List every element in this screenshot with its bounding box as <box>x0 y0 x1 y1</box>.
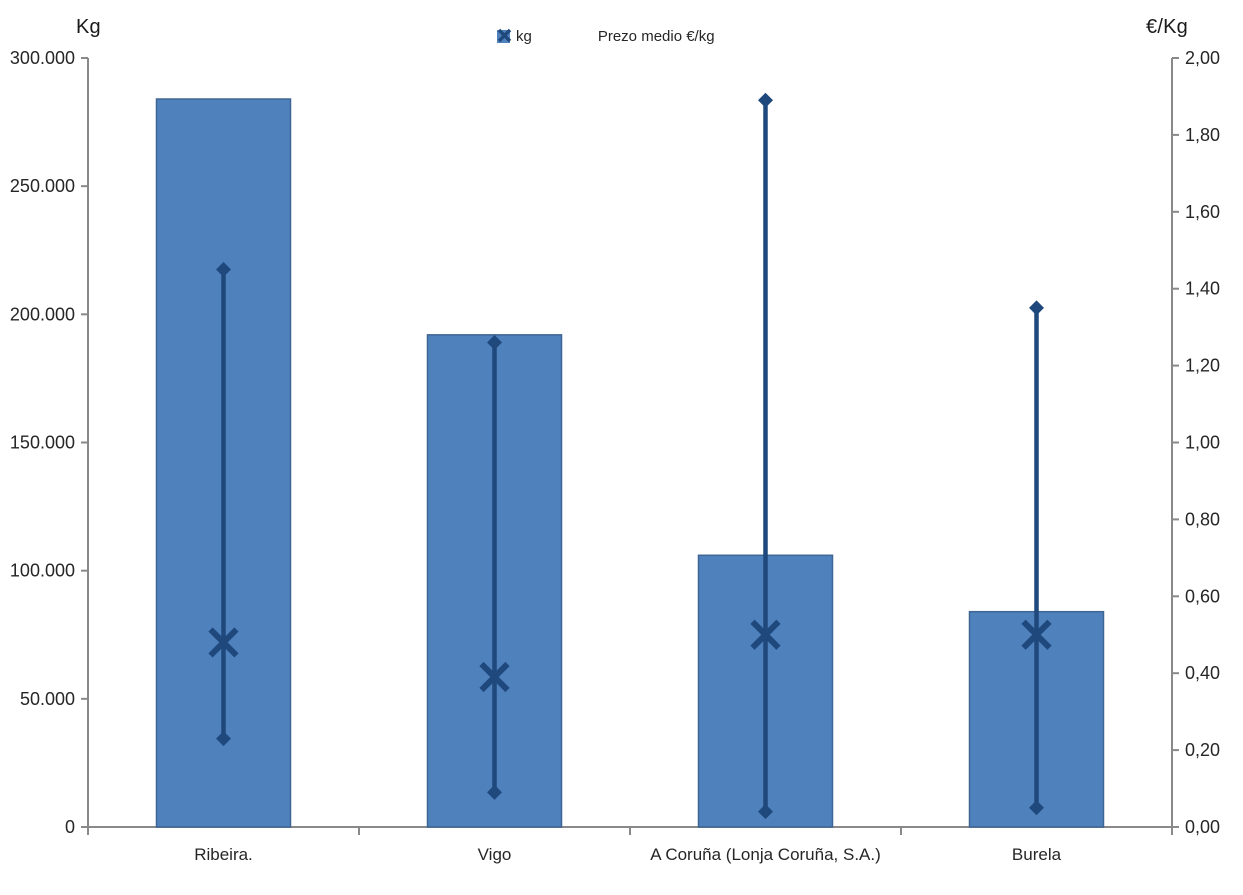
category-label: A Coruña (Lonja Coruña, S.A.) <box>650 845 881 864</box>
right-axis-tick-label: 0,40 <box>1185 663 1220 683</box>
low-marker-1 <box>216 731 231 747</box>
avg-x-marker-1 <box>208 627 239 658</box>
left-axis-tick-label: 200.000 <box>10 304 75 324</box>
left-axis-title: Kg <box>76 16 101 38</box>
right-axis-tick-label: 1,60 <box>1185 202 1220 222</box>
x-marker-icon <box>497 28 512 43</box>
right-axis-tick-label: 0,80 <box>1185 509 1220 529</box>
left-axis-tick-label: 300.000 <box>10 48 75 68</box>
high-marker-1 <box>216 261 231 277</box>
low-marker-3 <box>758 804 773 820</box>
low-marker-2 <box>487 784 502 800</box>
right-axis-tick-label: 0,00 <box>1185 817 1220 837</box>
chart-legend: kg Prezo medio €/kg <box>497 28 715 45</box>
category-label: Ribeira. <box>194 845 253 864</box>
avg-x-marker-3 <box>750 619 781 650</box>
high-marker-2 <box>487 335 502 351</box>
legend-item-prezo-medio: Prezo medio €/kg <box>497 28 715 45</box>
high-marker-4 <box>1029 300 1044 316</box>
legend-label: Prezo medio €/kg <box>597 28 715 45</box>
legend-label: kg <box>516 28 532 45</box>
right-axis-tick-label: 1,40 <box>1185 279 1220 299</box>
right-axis-tick-label: 0,60 <box>1185 586 1220 606</box>
high-marker-3 <box>758 92 773 108</box>
category-label: Burela <box>1012 845 1062 864</box>
right-axis-tick-label: 1,20 <box>1185 356 1220 376</box>
right-axis-tick-label: 1,00 <box>1185 433 1220 453</box>
right-axis-tick-label: 1,80 <box>1185 125 1220 145</box>
left-axis-tick-label: 50.000 <box>20 689 75 709</box>
left-axis-tick-label: 0 <box>65 817 75 837</box>
left-axis-tick-label: 100.000 <box>10 561 75 581</box>
right-axis-tick-label: 0,20 <box>1185 740 1220 760</box>
avg-x-marker-2 <box>479 661 510 693</box>
right-axis-tick-label: 2,00 <box>1185 48 1220 68</box>
category-label: Vigo <box>478 845 512 864</box>
right-axis-title: €/Kg <box>1146 16 1188 38</box>
low-marker-4 <box>1029 800 1044 816</box>
left-axis-tick-label: 250.000 <box>10 176 75 196</box>
left-axis-tick-label: 150.000 <box>10 433 75 453</box>
avg-x-marker-4 <box>1021 619 1052 650</box>
